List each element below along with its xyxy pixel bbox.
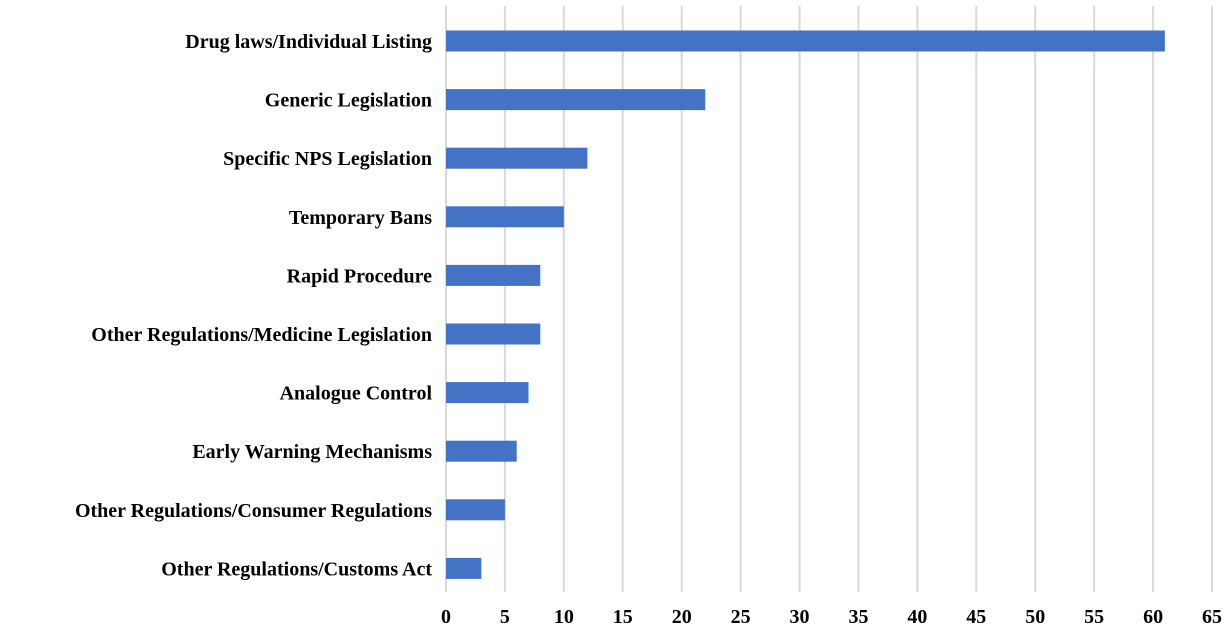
bar (446, 147, 588, 169)
bar (446, 30, 1165, 52)
x-tick-label: 0 (441, 606, 451, 628)
bar (446, 499, 505, 521)
bar (446, 440, 517, 462)
x-tick-label: 25 (731, 606, 751, 628)
x-tick-label: 30 (790, 606, 810, 628)
x-tick-label: 15 (613, 606, 633, 628)
x-tick-label: 40 (907, 606, 927, 628)
x-tick-label: 35 (848, 606, 868, 628)
category-label: Analogue Control (280, 383, 433, 405)
bar (446, 89, 706, 111)
bar (446, 323, 541, 345)
bar (446, 264, 541, 286)
category-label: Temporary Bans (289, 207, 432, 229)
x-tick-label: 20 (672, 606, 692, 628)
x-tick-label: 50 (1025, 606, 1045, 628)
category-labels: Drug laws/Individual Listing Generic Legi… (75, 31, 433, 580)
category-label: Specific NPS Legislation (223, 148, 432, 170)
grid-lines (445, 6, 1213, 592)
category-label: Drug laws/Individual Listing (185, 31, 432, 53)
x-tick-label: 45 (966, 606, 986, 628)
x-tick-label: 60 (1143, 606, 1163, 628)
bar (446, 206, 564, 228)
category-label: Other Regulations/Medicine Legislation (91, 324, 432, 346)
bar (446, 382, 529, 404)
category-label: Other Regulations/Consumer Regulations (75, 500, 432, 522)
x-tick-labels: 0 5 10 15 20 25 30 35 40 45 50 55 60 65 (441, 606, 1222, 628)
category-label: Early Warning Mechanisms (192, 441, 432, 463)
bars (446, 30, 1165, 579)
category-label: Other Regulations/Customs Act (161, 558, 432, 580)
x-tick-label: 55 (1084, 606, 1104, 628)
x-tick-label: 5 (500, 606, 510, 628)
category-label: Rapid Procedure (287, 265, 432, 287)
x-tick-label: 10 (554, 606, 574, 628)
x-tick-label: 65 (1202, 606, 1222, 628)
bar (446, 557, 482, 579)
category-label: Generic Legislation (265, 90, 432, 112)
